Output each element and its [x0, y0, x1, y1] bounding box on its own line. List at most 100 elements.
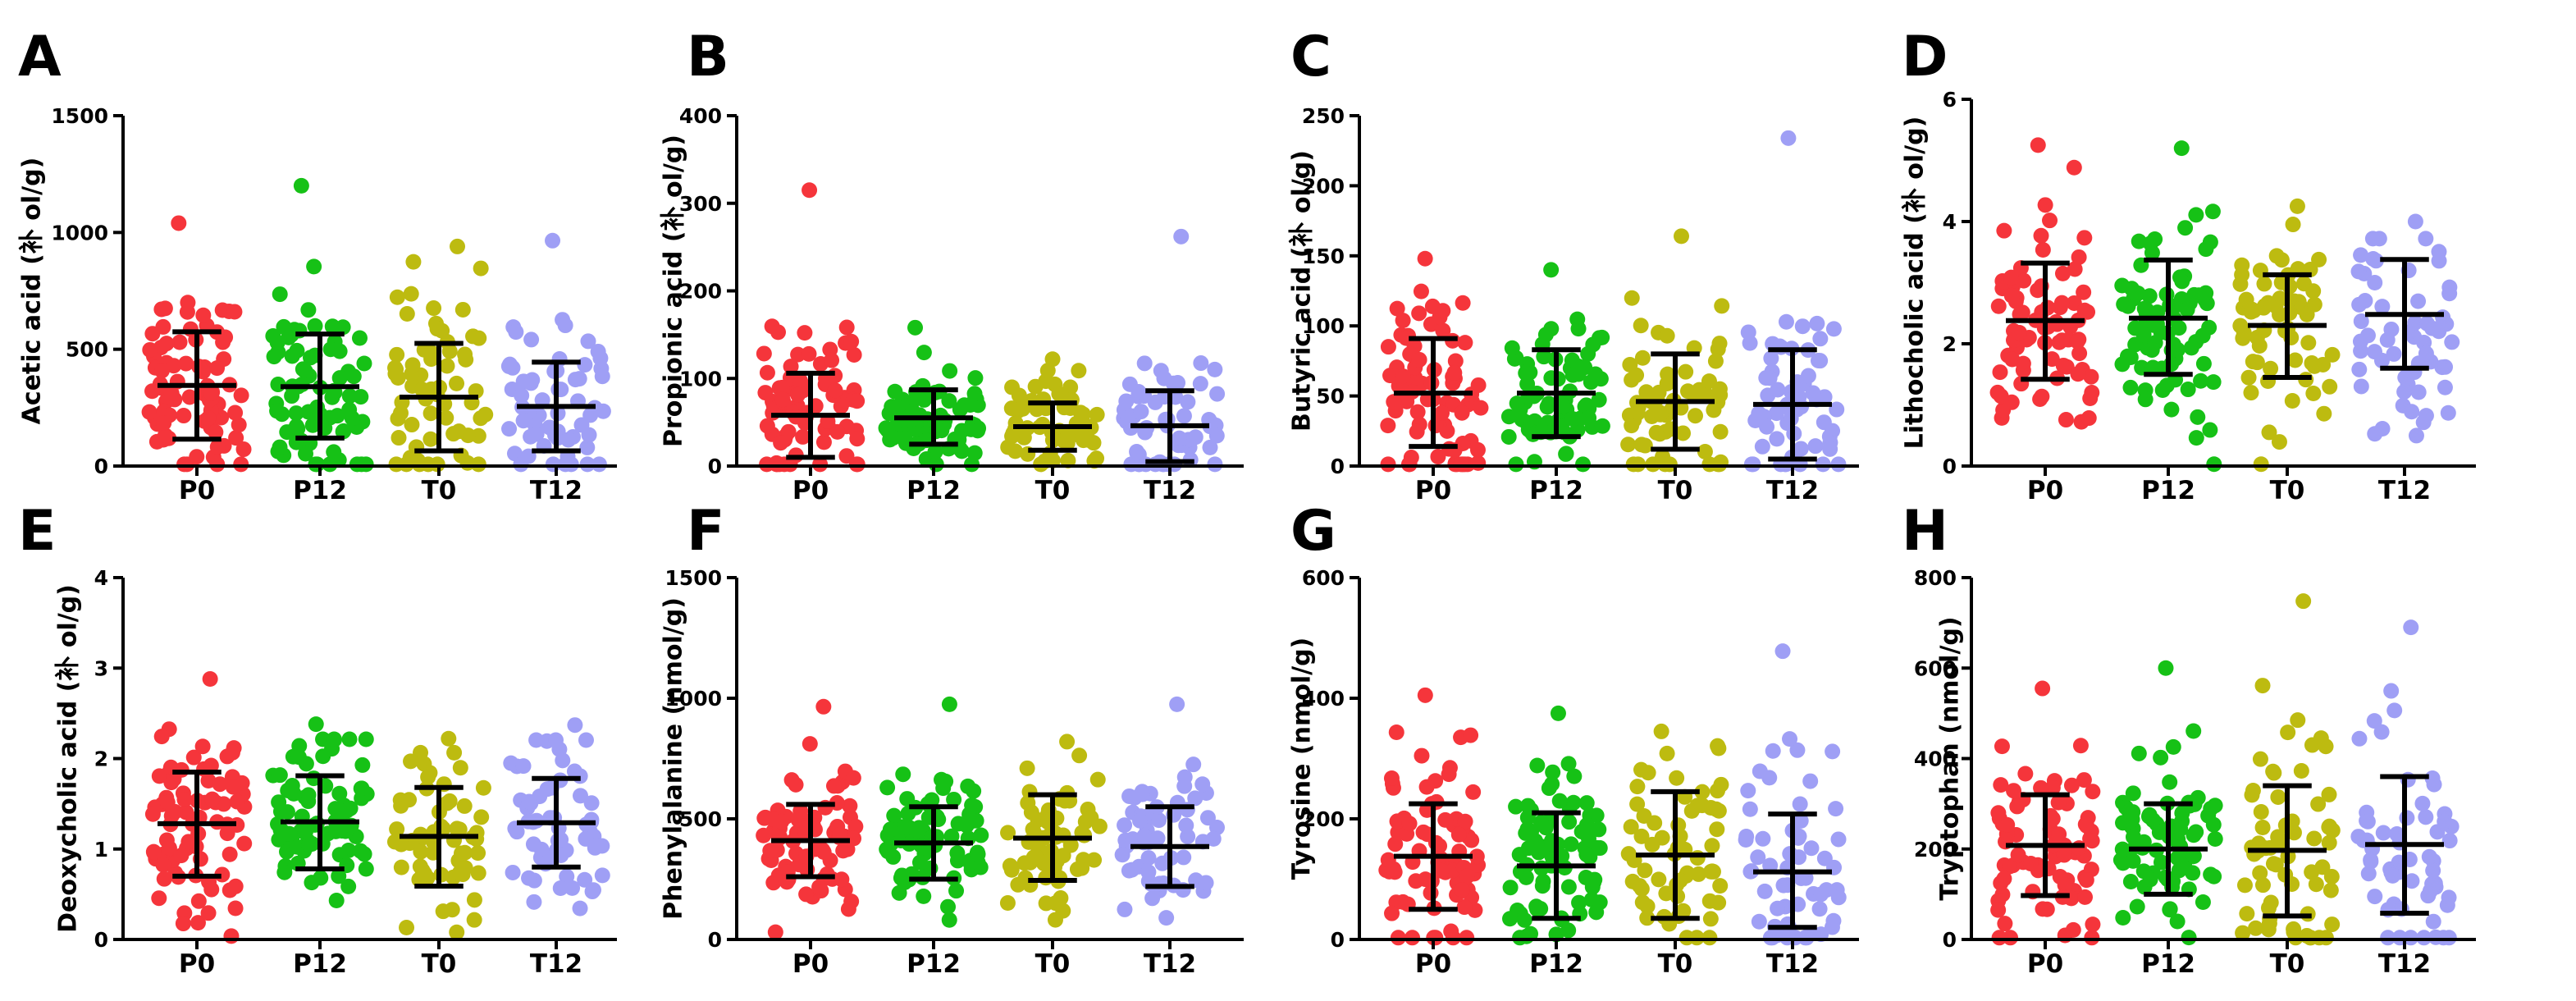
data-point: [941, 696, 957, 712]
data-point: [2121, 803, 2137, 820]
dots-t0: [386, 730, 491, 940]
data-point: [1528, 901, 1545, 917]
data-point: [2324, 916, 2341, 933]
panel-b: B Propionic acid (补 ol/g) 0 100 200 300 400 P0 P…: [660, 25, 1244, 505]
data-point: [1089, 771, 1106, 788]
data-point: [515, 758, 532, 775]
data-point: [1459, 868, 1475, 884]
data-point: [2188, 430, 2204, 446]
data-point: [2083, 368, 2099, 385]
y-tick-label: 800: [1914, 566, 1957, 590]
data-point: [409, 452, 426, 469]
data-point: [1529, 757, 1546, 774]
data-point: [2071, 345, 2088, 362]
y-tick-label: 200: [679, 280, 722, 304]
data-point: [233, 456, 249, 473]
data-point: [2403, 619, 2419, 636]
data-point: [1709, 821, 1725, 838]
data-point: [449, 375, 465, 391]
data-point: [288, 405, 304, 422]
data-point: [594, 838, 610, 854]
data-point: [1543, 262, 1560, 278]
data-point: [1561, 814, 1578, 830]
data-point: [999, 895, 1016, 912]
data-point: [1411, 305, 1427, 322]
data-point: [526, 894, 542, 910]
data-point: [2240, 369, 2257, 386]
panel-h: H Tryptophan (nmol/g) 0 200 400 600 800 P0 P12 T0…: [1902, 499, 2476, 979]
data-point: [1701, 930, 1718, 946]
data-point: [2360, 866, 2377, 882]
data-point: [801, 345, 817, 362]
data-point: [1176, 769, 1193, 785]
data-point: [2035, 242, 2051, 258]
data-point: [757, 385, 774, 401]
data-point: [1628, 367, 1645, 383]
x-tick-label: T0: [422, 949, 457, 979]
data-point: [2071, 249, 2087, 265]
data-point: [1443, 923, 1459, 939]
data-point: [2195, 894, 2211, 911]
data-point: [2293, 763, 2309, 779]
data-point: [272, 439, 288, 455]
data-point: [1639, 898, 1656, 915]
data-point: [1702, 911, 1719, 927]
data-point: [331, 343, 348, 359]
data-point: [399, 919, 415, 935]
data-point: [1426, 930, 1442, 946]
data-point: [1633, 437, 1650, 453]
data-point: [2120, 298, 2136, 314]
data-point: [2350, 263, 2367, 280]
data-point: [2183, 340, 2199, 356]
data-point: [214, 302, 231, 318]
data-point: [2323, 882, 2339, 898]
data-point: [2122, 874, 2139, 890]
data-point: [439, 358, 455, 374]
x-tick-label: P0: [179, 476, 215, 505]
data-point: [1578, 795, 1595, 811]
data-point: [1812, 331, 1829, 347]
y-tick-label: 1500: [665, 566, 722, 590]
data-point: [2359, 327, 2376, 344]
y-axis-title: Phenylalanine (nmol/g): [660, 597, 688, 920]
data-point: [1550, 705, 1566, 721]
data-point: [579, 439, 596, 455]
data-point: [2044, 811, 2061, 827]
data-point: [1990, 805, 2007, 821]
data-point: [163, 386, 180, 402]
data-point: [946, 791, 962, 807]
data-point: [1389, 300, 1405, 317]
data-point: [2408, 427, 2424, 444]
data-point: [155, 857, 171, 873]
data-point: [1131, 812, 1148, 829]
data-point: [456, 798, 473, 814]
data-point: [1581, 409, 1597, 426]
data-point: [2357, 293, 2373, 309]
data-point: [2153, 854, 2169, 871]
data-point: [907, 319, 924, 336]
data-point: [271, 794, 287, 811]
data-point: [1383, 770, 1400, 786]
data-point: [572, 788, 588, 804]
data-point: [1454, 881, 1470, 898]
data-point: [227, 900, 244, 916]
data-point: [2351, 361, 2368, 377]
data-point: [1120, 409, 1136, 426]
error-bar-t0: [1636, 351, 1715, 452]
data-point: [1644, 836, 1660, 852]
data-point: [1435, 303, 1451, 319]
data-point: [390, 369, 406, 386]
data-point: [1815, 456, 1831, 473]
data-point: [1740, 324, 1756, 341]
data-point: [2054, 265, 2071, 281]
data-point: [300, 302, 317, 318]
data-point: [2076, 230, 2093, 246]
data-point: [769, 456, 785, 473]
data-point: [1136, 828, 1153, 844]
data-point: [2169, 913, 2185, 930]
x-tick-label: P0: [2027, 949, 2063, 979]
data-point: [171, 215, 187, 231]
data-point: [2153, 749, 2169, 766]
data-point: [797, 325, 813, 341]
data-point: [393, 859, 409, 875]
